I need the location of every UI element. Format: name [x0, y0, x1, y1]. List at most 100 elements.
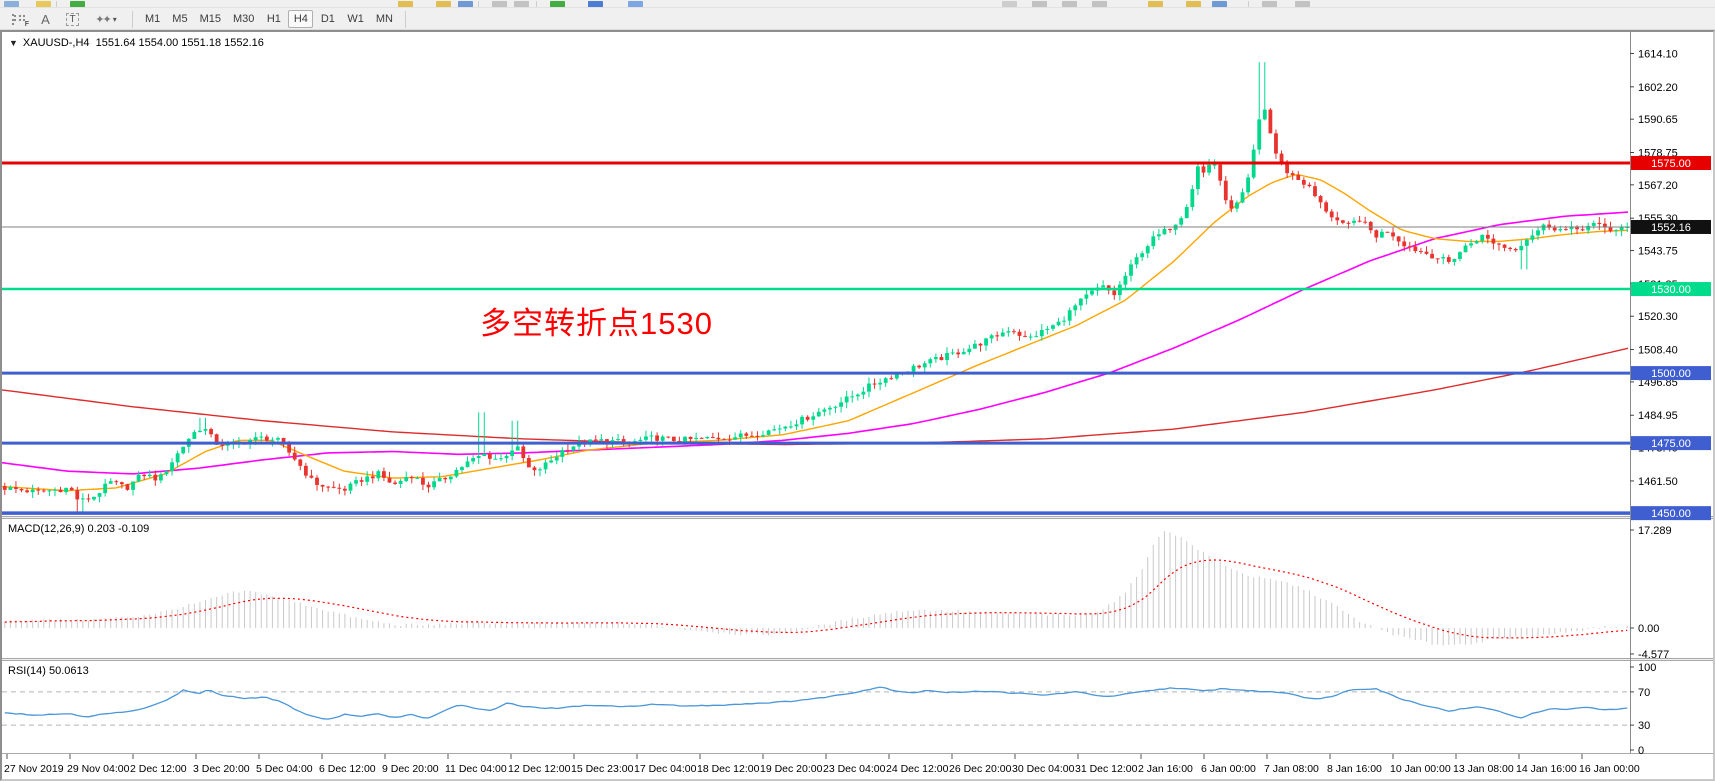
svg-text:2 Dec 12:00: 2 Dec 12:00 [130, 763, 187, 775]
svg-text:23 Dec 04:00: 23 Dec 04:00 [823, 763, 886, 775]
chart-window[interactable]: 1614.10 1602.20 1590.65 1578.75 1567.20 1555.… [0, 30, 1715, 781]
timeframe-button-m5[interactable]: M5 [172, 13, 188, 25]
svg-text:1475.00: 1475.00 [1651, 438, 1691, 450]
svg-text:29 Nov 04:00: 29 Nov 04:00 [67, 763, 130, 775]
svg-text:1543.75: 1543.75 [1638, 246, 1678, 258]
timeframe-button-group: M1 M5 M15 M30 H1 H4 D1 W1 MN [139, 10, 399, 28]
svg-text:18 Dec 12:00: 18 Dec 12:00 [697, 763, 760, 775]
svg-text:6 Dec 12:00: 6 Dec 12:00 [319, 763, 376, 775]
svg-text:1530.00: 1530.00 [1651, 284, 1691, 296]
toolbar-icon-clipped[interactable] [436, 1, 451, 7]
time-axis[interactable]: 27 Nov 2019 29 Nov 04:00 2 Dec 12:00 3 Dec … [4, 754, 1640, 775]
chart-ohlc-quotes: 1551.64 1554.00 1551.18 1552.16 [95, 37, 264, 49]
price-axis[interactable]: 1614.101602.201590.651578.751567.201555.… [1630, 48, 1678, 488]
toolbar-icon-clipped[interactable] [588, 1, 603, 7]
toolbar-icon-clipped[interactable] [1062, 1, 1077, 7]
toolbar-icon-clipped[interactable] [1032, 1, 1047, 7]
arrows-icon: ✦✦ [95, 13, 112, 26]
svg-text:9 Dec 20:00: 9 Dec 20:00 [382, 763, 439, 775]
toolbar-icon-clipped[interactable] [458, 1, 473, 7]
price-badge-1552.16: 1552.16 [1631, 219, 1711, 234]
toolbar-icon-clipped[interactable] [398, 1, 413, 7]
toolbar-separator [132, 10, 133, 28]
price-badge-1530.00: 1530.00 [1631, 282, 1711, 297]
candles-group [2, 62, 1630, 512]
pane-splitter[interactable] [2, 658, 1713, 661]
svg-text:1500.00: 1500.00 [1651, 368, 1691, 380]
svg-text:5 Dec 04:00: 5 Dec 04:00 [256, 763, 313, 775]
macd-indicator-label: MACD(12,26,9) 0.203 -0.109 [8, 523, 150, 535]
toolbar-icon-clipped[interactable] [1262, 1, 1277, 7]
svg-text:70: 70 [1638, 687, 1650, 699]
svg-text:13 Jan 08:00: 13 Jan 08:00 [1453, 763, 1514, 775]
svg-text:19 Dec 20:00: 19 Dec 20:00 [760, 763, 823, 775]
price-badge-1450.00: 1450.00 [1631, 506, 1711, 521]
price-badge-1500.00: 1500.00 [1631, 366, 1711, 381]
toolbar-icon-clipped[interactable] [4, 1, 19, 7]
svg-text:1520.30: 1520.30 [1638, 311, 1678, 323]
arrows-tool-button[interactable]: ✦✦ ▾ [86, 10, 126, 29]
timeframe-button-h1[interactable]: H1 [266, 13, 281, 25]
timeframe-button-mn[interactable]: MN [375, 13, 393, 25]
pane-splitter[interactable] [2, 516, 1713, 519]
toolbar-icon-clipped[interactable] [1186, 1, 1201, 7]
svg-text:1590.65: 1590.65 [1638, 114, 1678, 126]
toolbar-icon-clipped[interactable] [1295, 1, 1310, 7]
toolbar-icon-clipped[interactable] [628, 1, 643, 7]
toolbar-icon-clipped[interactable] [1148, 1, 1163, 7]
svg-text:14 Jan 16:00: 14 Jan 16:00 [1516, 763, 1577, 775]
svg-text:26 Dec 20:00: 26 Dec 20:00 [949, 763, 1012, 775]
chart-dropdown-icon[interactable]: ▼ [9, 38, 18, 48]
toolbar-icon-clipped[interactable] [514, 1, 529, 7]
toolbar-icon-clipped[interactable] [1212, 1, 1227, 7]
chevron-down-icon: ▾ [112, 14, 117, 24]
timeframe-button-w1[interactable]: W1 [347, 13, 364, 25]
toolbar-icon-clipped[interactable] [70, 1, 85, 7]
timeframe-button-h4[interactable]: H4 [288, 10, 314, 28]
ma-mid-magenta [2, 211, 1629, 475]
timeframe-button-m1[interactable]: M1 [145, 13, 161, 25]
chart-text-annotation[interactable]: 多空转折点1530 [480, 306, 713, 341]
text-a-icon: A [41, 11, 50, 27]
svg-text:17 Dec 04:00: 17 Dec 04:00 [634, 763, 697, 775]
svg-text:24 Dec 12:00: 24 Dec 12:00 [886, 763, 949, 775]
svg-text:8 Jan 16:00: 8 Jan 16:00 [1327, 763, 1382, 775]
chart-canvas[interactable]: 1614.101602.201590.651578.751567.201555.… [2, 32, 1713, 779]
timeframe-button-d1[interactable]: D1 [320, 13, 335, 25]
toolbar-icon-clipped[interactable] [550, 1, 565, 7]
svg-text:7 Jan 08:00: 7 Jan 08:00 [1264, 763, 1319, 775]
svg-text:1614.10: 1614.10 [1638, 48, 1678, 60]
toolbar-icon-clipped[interactable] [56, 1, 57, 7]
toolbar-icon-clipped[interactable] [1092, 1, 1107, 7]
rsi-indicator-label: RSI(14) 50.0613 [8, 665, 89, 677]
svg-text:-4.577: -4.577 [1638, 649, 1669, 661]
ma-slow-red [2, 347, 1629, 446]
svg-text:1552.16: 1552.16 [1651, 222, 1691, 234]
timeframe-button-m30[interactable]: M30 [232, 13, 255, 25]
svg-text:2 Jan 16:00: 2 Jan 16:00 [1138, 763, 1193, 775]
toolbar-icon-clipped[interactable] [1248, 1, 1249, 7]
rsi-line [4, 686, 1628, 720]
svg-text:1508.40: 1508.40 [1638, 345, 1678, 357]
fibonacci-tool-button[interactable]: F [5, 10, 32, 29]
svg-text:100: 100 [1638, 662, 1656, 674]
svg-text:1567.20: 1567.20 [1638, 180, 1678, 192]
toolbar-icon-clipped[interactable] [1002, 1, 1017, 7]
text-label-tool-button[interactable]: T [59, 10, 86, 29]
svg-text:27 Nov 2019: 27 Nov 2019 [4, 763, 64, 775]
svg-text:30 Dec 04:00: 30 Dec 04:00 [1012, 763, 1075, 775]
toolbar-icon-clipped[interactable] [492, 1, 507, 7]
ma-fast-orange [2, 173, 1629, 492]
svg-text:6 Jan 00:00: 6 Jan 00:00 [1201, 763, 1256, 775]
toolbar-icon-clipped[interactable] [536, 1, 537, 7]
svg-text:1602.20: 1602.20 [1638, 82, 1678, 94]
text-tool-button[interactable]: A [32, 10, 59, 29]
svg-text:0.00: 0.00 [1638, 623, 1659, 635]
toolbar-icon-clipped[interactable] [478, 1, 479, 7]
macd-signal-line [4, 559, 1628, 639]
svg-text:16 Jan 00:00: 16 Jan 00:00 [1579, 763, 1640, 775]
toolbar-icon-clipped[interactable] [36, 1, 51, 7]
svg-text:3 Dec 20:00: 3 Dec 20:00 [193, 763, 250, 775]
timeframe-button-m15[interactable]: M15 [199, 13, 221, 25]
